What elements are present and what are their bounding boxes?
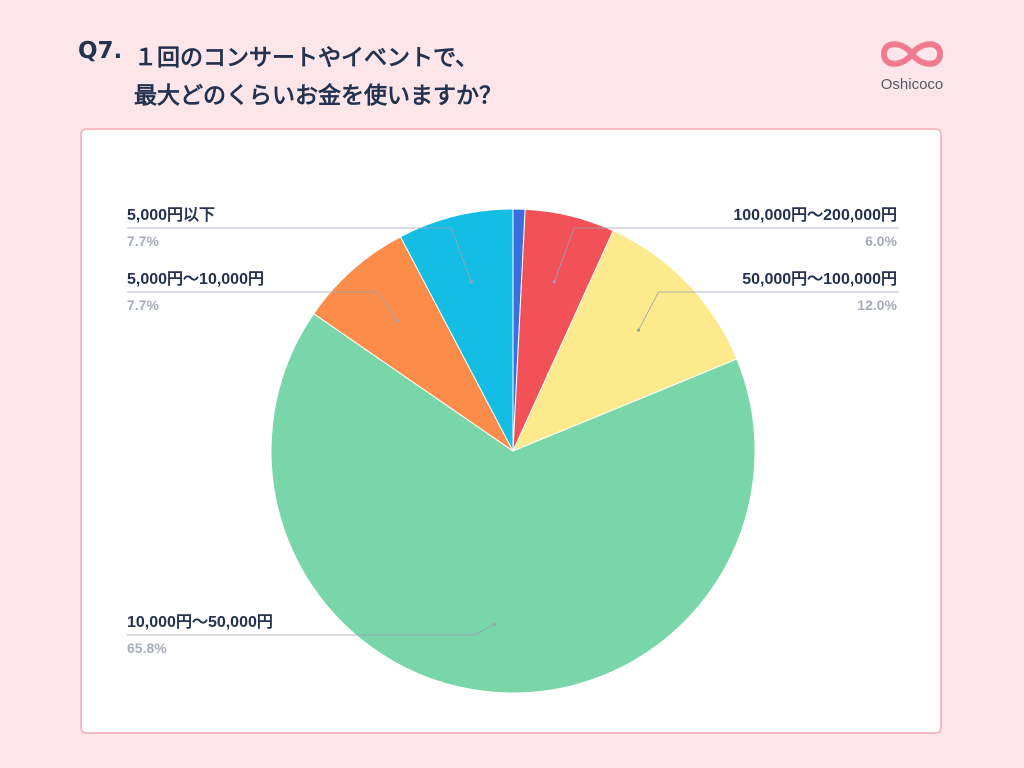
pie-slice-5 — [399, 208, 514, 452]
brand-name: Oshicoco — [880, 76, 944, 93]
leader-line-1 — [553, 227, 899, 282]
slice-percent-5: 7.7% — [127, 233, 159, 249]
leader-dot-1 — [552, 280, 556, 284]
slice-percent-4: 7.7% — [127, 297, 159, 313]
slice-percent-1: 6.0% — [865, 233, 897, 249]
infinity-heart-icon — [881, 41, 943, 67]
slice-label-1: 100,000円〜200,000円 — [733, 206, 897, 224]
pie-slice-4 — [313, 236, 514, 452]
slice-percent-2: 12.0% — [857, 297, 897, 313]
slice-label-5: 5,000円以下 — [127, 206, 215, 224]
leader-dot-2 — [636, 328, 641, 332]
slice-label-2: 50,000円〜100,000円 — [742, 270, 897, 288]
leader-line-3 — [127, 623, 495, 636]
leader-dot-5 — [469, 280, 473, 284]
leader-line-2 — [638, 291, 899, 331]
question-title-line1: １回のコンサートやイベントで、 — [134, 45, 479, 71]
pie-slice-2 — [512, 230, 738, 452]
pie-chart: 100,000円〜200,000円 6.0% 50,000円〜100,000円 12.… — [127, 206, 899, 694]
question-title-line2: 最大どのくらいお金を使いますか？ — [134, 83, 502, 109]
pie-slice-3 — [270, 313, 756, 694]
slice-label-4: 5,000円〜10,000円 — [127, 270, 264, 288]
leader-line-4 — [127, 291, 398, 321]
leader-dot-4 — [395, 319, 399, 323]
question-number: Q7. — [78, 38, 123, 64]
slice-label-3: 10,000円〜50,000円 — [127, 613, 273, 631]
leader-line-5 — [127, 227, 472, 282]
brand-logo: Oshicoco — [862, 36, 962, 100]
slice-percent-3: 65.8% — [127, 640, 167, 656]
chart-card: 100,000円〜200,000円 6.0% 50,000円〜100,000円 12.… — [80, 128, 942, 734]
leader-dot-3 — [492, 622, 497, 626]
